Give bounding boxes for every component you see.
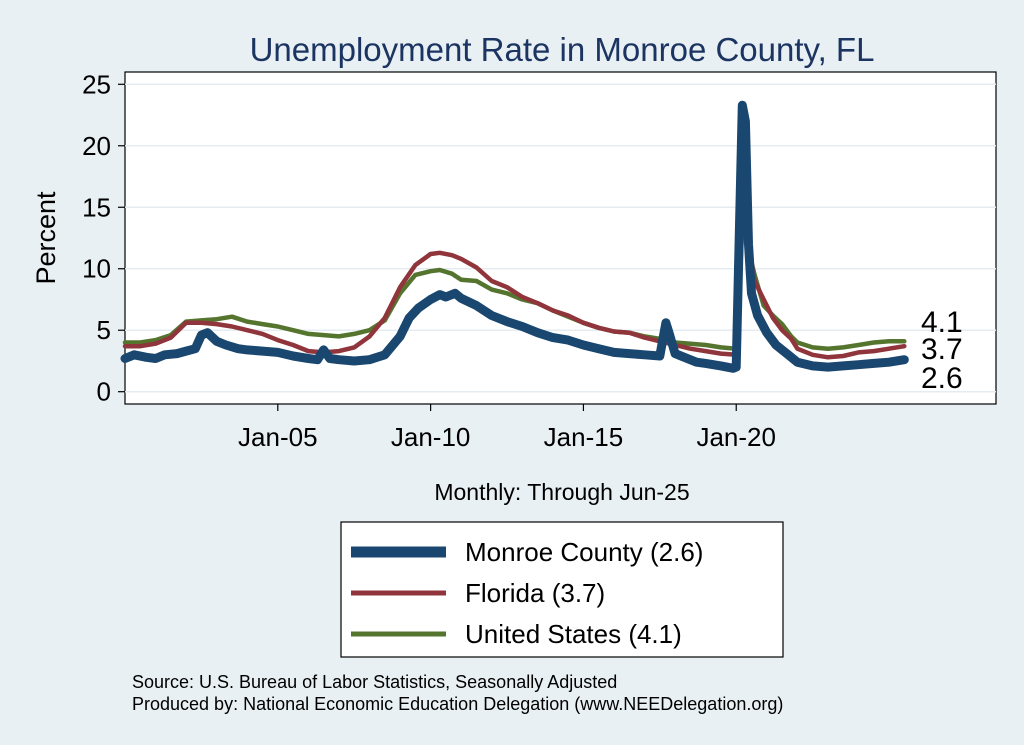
y-axis-label: Percent	[31, 191, 61, 285]
x-axis: Jan-05 Jan-10 Jan-15 Jan-20	[238, 404, 776, 452]
y-tick-label: 25	[82, 69, 111, 99]
gridlines	[125, 83, 996, 393]
series-line-0	[120, 100, 909, 373]
y-tick-label: 5	[97, 315, 111, 345]
legend: Monroe County (2.6) Florida (3.7) United S…	[340, 521, 784, 658]
y-tick-label: 15	[82, 192, 111, 222]
end-label: 4.1	[921, 306, 963, 339]
x-tick-label: Jan-20	[696, 422, 776, 452]
source-note: Source: U.S. Bureau of Labor Statistics,…	[132, 672, 617, 692]
producer-note: Produced by: National Economic Education…	[132, 694, 783, 714]
series-line-1	[122, 223, 907, 360]
series-lines	[120, 100, 909, 373]
x-tick-label: Jan-05	[238, 422, 318, 452]
y-tick-label: 0	[97, 377, 111, 407]
y-tick-label: 20	[82, 131, 111, 161]
legend-label: United States (4.1)	[465, 619, 682, 649]
end-label: 2.6	[921, 362, 963, 395]
y-axis: 0 5 10 15 20 25	[82, 69, 125, 407]
legend-label: Monroe County (2.6)	[465, 537, 703, 567]
x-tick-label: Jan-10	[391, 422, 471, 452]
end-labels: 2.63.74.1	[921, 306, 963, 395]
y-tick-label: 10	[82, 254, 111, 284]
x-axis-label: Monthly: Through Jun-25	[434, 479, 689, 505]
chart-title: Unemployment Rate in Monroe County, FL	[250, 31, 875, 68]
legend-label: Florida (3.7)	[465, 578, 605, 608]
x-tick-label: Jan-15	[544, 422, 624, 452]
end-label: 3.7	[921, 333, 963, 366]
